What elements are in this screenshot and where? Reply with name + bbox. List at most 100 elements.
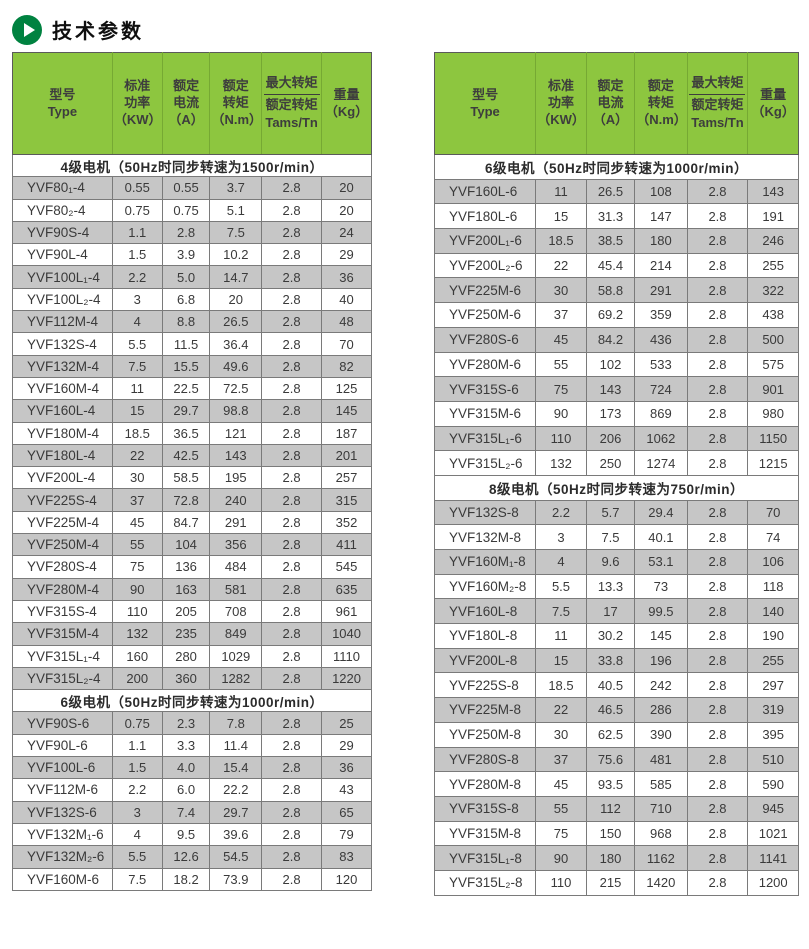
value-cell: 2.8 [261, 376, 323, 401]
value-cell: 118 [747, 573, 799, 600]
play-triangle [23, 22, 35, 37]
table-row: YVF315L₁-8 90 180 1162 2.8 1141 [433, 845, 799, 871]
model-cell: YVF315M-6 [433, 400, 537, 427]
model-cell: YVF132M₂-6 [12, 845, 113, 869]
value-cell: 112 [585, 795, 636, 822]
table-row: YVF100L-6 1.5 4.0 15.4 2.8 36 [12, 756, 372, 780]
model-cell: YVF90L-4 [12, 243, 113, 267]
value-cell: 136 [161, 555, 211, 579]
value-cell: 38.5 [585, 228, 636, 254]
value-cell: 2.8 [261, 666, 323, 691]
table-row: YVF280S-4 75 136 484 2.8 545 [12, 555, 372, 579]
value-cell: 4 [535, 549, 587, 575]
value-cell: 849 [209, 622, 263, 646]
value-cell: 37 [111, 488, 163, 512]
value-cell: 15 [535, 203, 587, 230]
value-cell: 143 [747, 178, 799, 205]
value-cell: 1282 [209, 666, 263, 691]
value-cell: 240 [209, 488, 263, 512]
value-cell: 2.8 [261, 778, 323, 802]
value-cell: 0.75 [161, 198, 211, 222]
value-cell: 180 [585, 845, 636, 871]
value-cell: 75.6 [585, 746, 636, 773]
value-cell: 160 [111, 644, 163, 668]
value-cell: 5.5 [111, 332, 163, 356]
value-cell: 29.7 [161, 399, 211, 423]
col-header-weight: 重量 （Kg） [747, 52, 799, 155]
table-row: YVF225M-8 22 46.5 286 2.8 319 [433, 697, 799, 723]
play-icon [12, 14, 42, 45]
value-cell: 2.8 [261, 399, 323, 423]
value-cell: 2.8 [261, 176, 323, 200]
value-cell: 70 [321, 332, 372, 356]
value-cell: 106 [747, 549, 799, 575]
model-cell: YVF180M-4 [12, 421, 113, 445]
table-row: YVF280M-6 55 102 533 2.8 575 [433, 351, 799, 378]
model-cell: YVF280M-6 [433, 351, 537, 378]
value-cell: 2.8 [261, 711, 323, 735]
value-cell: 359 [634, 302, 688, 328]
value-cell: 36.5 [161, 421, 211, 445]
table-row: YVF180M-4 18.5 36.5 121 2.8 187 [12, 421, 372, 445]
value-cell: 1110 [321, 644, 372, 668]
col-header-power: 标准 功率 （KW） [535, 52, 587, 155]
table-row: YVF90S-6 0.75 2.3 7.8 2.8 25 [12, 711, 372, 735]
value-cell: 55 [111, 533, 163, 557]
value-cell: 2.8 [261, 287, 323, 312]
value-cell: 90 [111, 577, 163, 601]
table-row: YVF80₂-4 0.75 0.75 5.1 2.8 20 [12, 198, 372, 222]
value-cell: 132 [111, 622, 163, 646]
value-cell: 4 [111, 310, 163, 334]
model-cell: YVF90S-4 [12, 220, 113, 245]
value-cell: 2.8 [686, 302, 749, 328]
section-title: 6级电机（50Hz时同步转速为1000r/min） [434, 154, 799, 180]
value-cell: 29 [321, 243, 372, 267]
value-cell: 4.0 [161, 756, 211, 780]
table-row: YVF225S-8 18.5 40.5 242 2.8 297 [433, 672, 799, 699]
value-cell: 3.3 [161, 733, 211, 758]
value-cell: 1220 [321, 666, 372, 691]
value-cell: 110 [111, 599, 163, 624]
value-cell: 90 [535, 400, 587, 427]
table-row: YVF80₁-4 0.55 0.55 3.7 2.8 20 [12, 176, 372, 200]
value-cell: 708 [209, 599, 263, 624]
value-cell: 29 [321, 733, 372, 758]
value-cell: 20 [209, 287, 263, 312]
table-row: YVF90L-4 1.5 3.9 10.2 2.8 29 [12, 243, 372, 267]
value-cell: 2.8 [261, 555, 323, 579]
value-cell: 2.8 [261, 243, 323, 267]
value-cell: 65 [321, 800, 372, 824]
value-cell: 2.8 [686, 598, 749, 625]
table-row: YVF132S-8 2.2 5.7 29.4 2.8 70 [433, 499, 799, 526]
value-cell: 75 [535, 376, 587, 402]
value-cell: 2.8 [686, 623, 749, 649]
value-cell: 55 [535, 795, 587, 822]
model-cell: YVF132M₁-6 [12, 822, 113, 847]
table-row: YVF225S-4 37 72.8 240 2.8 315 [12, 488, 372, 512]
table-row: YVF132M₁-6 4 9.5 39.6 2.8 79 [12, 822, 372, 847]
table-row: YVF100L₁-4 2.2 5.0 14.7 2.8 36 [12, 265, 372, 289]
value-cell: 29.7 [209, 800, 263, 824]
value-cell: 75 [535, 820, 587, 847]
model-cell: YVF280S-8 [433, 746, 537, 773]
model-cell: YVF315L₂-4 [12, 666, 113, 691]
value-cell: 5.5 [111, 845, 163, 869]
value-cell: 173 [585, 400, 636, 427]
header-row: 型号 Type 标准 功率 （KW） 额定 电流 （A） 额定 转矩 （N.m） [434, 52, 799, 155]
value-cell: 58.5 [161, 466, 211, 490]
value-cell: 2.8 [261, 577, 323, 601]
value-cell: 255 [747, 252, 799, 279]
value-cell: 145 [321, 399, 372, 423]
value-cell: 710 [634, 795, 688, 822]
value-cell: 180 [634, 228, 688, 254]
table-row: YVF315M-4 132 235 849 2.8 1040 [12, 622, 372, 646]
page-header: 技术参数 [0, 0, 809, 52]
model-cell: YVF160M₂-8 [433, 573, 537, 600]
value-cell: 2.8 [261, 733, 323, 758]
value-cell: 42.5 [161, 443, 211, 468]
value-cell: 581 [209, 577, 263, 601]
value-cell: 2.8 [686, 499, 749, 526]
col-type-zh: 型号 [49, 86, 76, 102]
value-cell: 73 [634, 573, 688, 600]
model-cell: YVF315S-6 [433, 376, 537, 402]
